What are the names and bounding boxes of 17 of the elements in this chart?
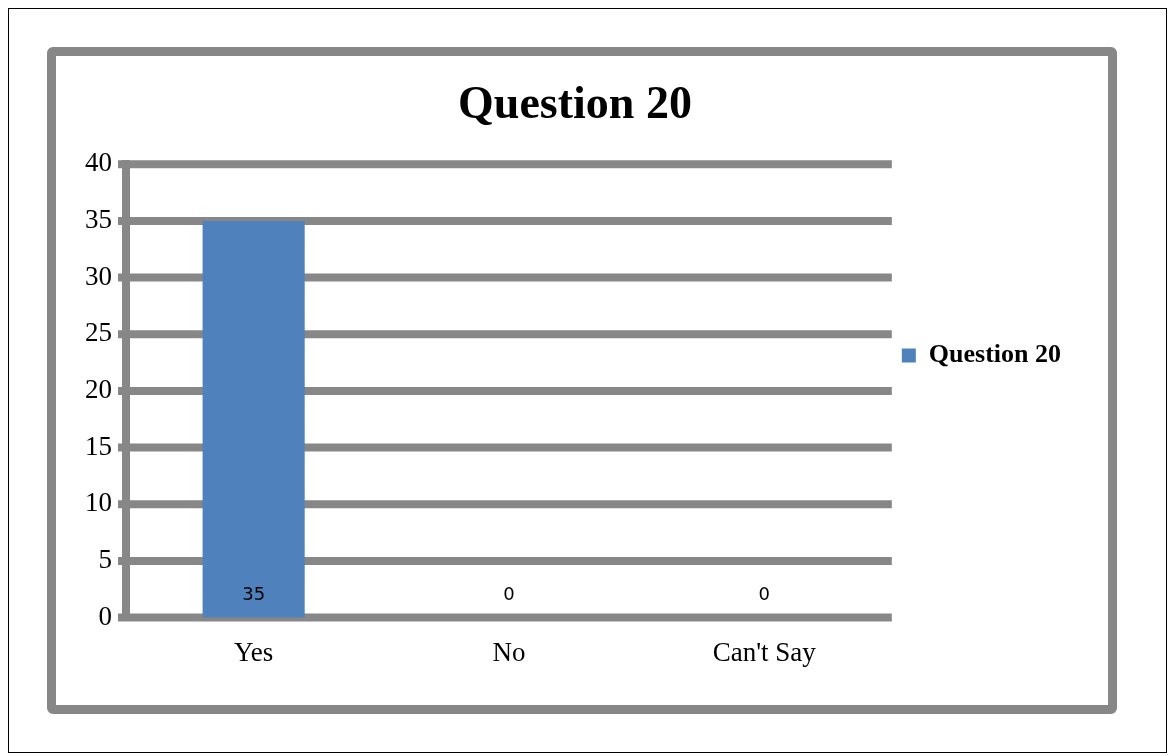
legend-label: Question 20 [928,339,1061,369]
y-tick-label: 35 [85,203,112,234]
y-tick-label: 15 [85,430,112,461]
data-label: 35 [242,583,266,605]
y-tick-label: 30 [85,260,112,291]
x-tick-label: Can't Say [712,636,817,667]
x-tick-label: No [492,636,526,667]
y-tick-label: 0 [98,600,112,631]
data-label: 0 [758,583,770,605]
y-tick-label: 5 [98,544,112,575]
y-tick-label: 10 [85,487,112,518]
data-label: 0 [503,583,515,605]
y-tick-label: 40 [85,147,112,178]
x-tick-label: Yes [233,636,274,667]
chart-title: Question 20 [458,77,692,129]
y-tick-label: 20 [85,373,112,404]
y-tick-label: 25 [85,317,112,348]
